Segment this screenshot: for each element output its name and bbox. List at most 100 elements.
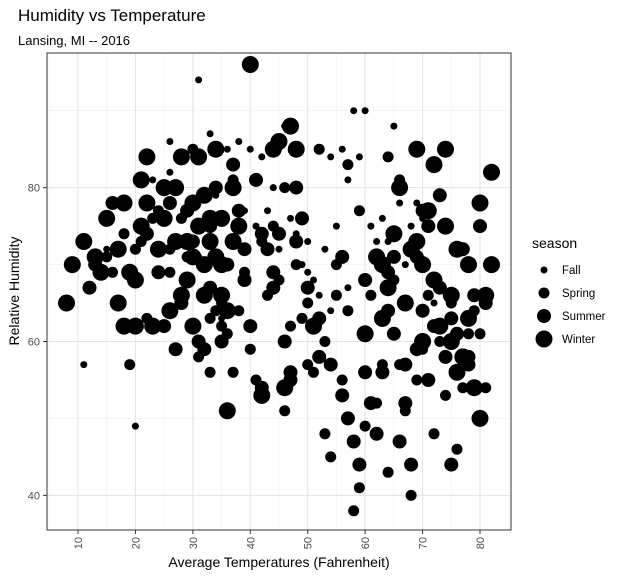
data-point-summer [185,234,200,249]
data-point-summer [312,311,327,326]
legend-label-fall: Fall [562,265,581,277]
data-point-spring [175,212,187,224]
x-tick-label: 60 [360,537,372,549]
data-point-spring [422,289,434,301]
data-point-summer [220,257,235,272]
data-point-spring [290,259,302,271]
data-point-fall [275,245,283,253]
data-point-spring [376,359,388,371]
data-point-summer [340,411,355,426]
data-point-summer [455,242,470,257]
data-point-winter [109,240,127,258]
data-point-fall [103,245,111,253]
data-point-winter [270,133,288,150]
data-point-spring [256,236,268,247]
data-point-fall [252,222,260,230]
data-point-summer [312,349,327,364]
data-point-summer [467,288,482,303]
x-tick-label: 80 [475,537,487,549]
data-point-winter [287,140,305,158]
x-tick-label: 10 [73,537,85,549]
y-axis: 40 60 80 [28,183,47,502]
data-point-spring [302,359,314,371]
data-point-fall [419,214,427,222]
x-tick-label: 40 [245,537,257,549]
data-point-fall [361,107,369,115]
data-point-spring [342,159,354,171]
data-point-summer [283,365,298,380]
data-point-fall [332,222,340,230]
data-point-spring [262,289,273,301]
data-point-winter [213,209,231,227]
legend-key-fall [540,266,548,274]
y-axis-title: Relative Humidity [6,237,22,346]
data-point-winter [408,140,426,158]
x-tick-label: 50 [303,537,315,549]
data-point-fall [131,422,139,430]
data-point-spring [394,359,406,371]
data-point-spring [417,343,429,355]
data-point-spring [457,382,469,394]
data-point-spring [405,489,417,501]
data-point-spring [296,312,308,324]
x-tick-label: 30 [188,537,200,549]
data-point-summer [409,249,424,264]
data-point-fall [218,314,226,322]
data-point-spring [330,289,342,301]
data-point-winter [58,294,75,312]
data-point-spring [181,251,193,263]
data-point-summer [438,349,453,364]
data-point-summer [203,280,218,295]
data-point-spring [135,236,147,247]
data-point-summer [168,342,183,357]
data-point-spring [382,466,394,478]
data-point-winter [138,148,156,166]
data-point-spring [147,212,159,224]
data-point-summer [295,211,309,226]
data-point-spring [353,205,365,217]
data-point-spring [399,405,411,417]
data-point-spring [164,243,176,255]
data-point-fall [195,253,203,261]
data-point-spring [210,305,222,317]
legend-label-spring: Spring [562,288,595,300]
data-point-winter [471,409,489,427]
data-point-winter [178,271,196,289]
data-point-winter [385,225,403,243]
data-point-fall [206,130,214,138]
data-point-spring [101,251,113,263]
data-point-summer [346,434,361,449]
data-point-fall [338,145,346,153]
data-point-winter [241,56,259,73]
data-point-fall [269,184,277,192]
data-point-summer [415,203,430,218]
legend-key-spring [538,287,550,299]
data-point-summer [162,196,177,210]
data-point-fall [149,176,157,184]
data-point-spring [227,174,239,186]
data-point-spring [118,228,130,240]
data-point-summer [432,280,447,295]
data-point-summer [369,426,384,441]
data-point-fall [327,153,335,161]
data-point-spring [152,205,164,217]
data-point-fall [80,361,88,369]
data-point-spring [216,320,228,332]
data-point-summer [208,180,223,195]
data-point-summer [386,249,401,264]
data-point-spring [239,266,250,278]
data-point-spring [279,405,291,417]
data-point-summer [226,157,241,172]
data-point-spring [124,359,136,371]
data-point-fall [355,153,363,161]
data-point-fall [315,291,323,299]
data-point-summer [277,334,292,349]
x-axis: 10 20 30 40 50 60 70 80 [73,530,487,549]
legend-key-summer [537,309,551,323]
data-point-fall [373,238,381,245]
data-point-spring [411,374,423,386]
data-point-spring [129,243,141,255]
data-point-summer [174,296,189,310]
data-point-fall [384,238,392,245]
